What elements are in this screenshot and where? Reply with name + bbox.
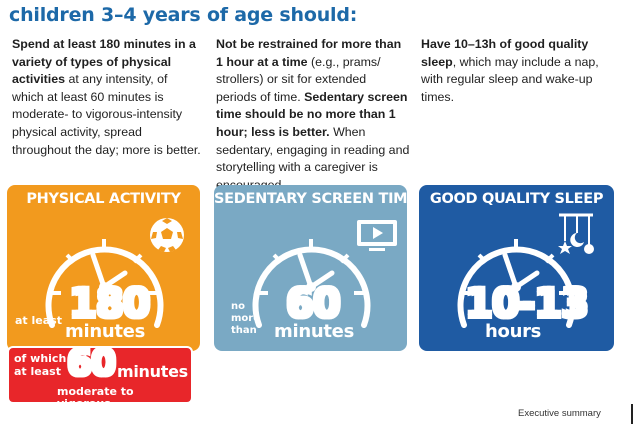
physical-activity-card: PHYSICAL ACTIVITY at least 180 minutes: [7, 185, 200, 351]
badge-caption: moderate to vigorous: [57, 385, 134, 410]
card-unit: minutes: [65, 321, 145, 342]
page-edge-rule: [631, 404, 633, 424]
badge-line2: at least: [14, 365, 61, 378]
guideline-text: at any intensity, of which at least 60 m…: [12, 72, 201, 157]
card-title: SEDENTARY SCREEN TIME: [214, 191, 407, 207]
guideline-bold: Have 10–13h of good quality sleep: [421, 37, 589, 69]
guideline-bold: Not be restrained for more than 1 hour a…: [216, 37, 402, 69]
badge-line1: of which: [14, 352, 67, 365]
guideline-sleep: Have 10–13h of good quality sleep, which…: [421, 36, 611, 106]
card-value: 60: [286, 281, 341, 327]
soccer-ball-icon: [150, 218, 184, 252]
guideline-text-2: When sedentary, engaging in reading and …: [216, 124, 410, 192]
badge-value: 60: [67, 343, 116, 384]
card-title: GOOD QUALITY SLEEP: [429, 191, 604, 207]
guideline-physical-activity: Spend at least 180 minutes in a variety …: [12, 36, 202, 159]
footer-label: Executive summary: [518, 408, 601, 419]
screen-time-card: SEDENTARY SCREEN TIME no more than 60 mi…: [214, 185, 407, 351]
card-prefix-2: more: [231, 313, 261, 324]
guideline-text: , which may include a nap, with regular …: [421, 54, 599, 104]
card-value: 10-13: [465, 281, 589, 327]
badge-unit: minutes: [117, 362, 188, 381]
section-heading: children 3–4 years of age should:: [9, 4, 358, 26]
tv-screen-icon: [357, 220, 397, 251]
moon-stars-mobile-icon: [558, 213, 594, 254]
card-prefix-1: no: [231, 301, 245, 312]
card-unit: minutes: [274, 321, 354, 342]
sleep-card: GOOD QUALITY SLEEP 10-13 hours: [419, 185, 614, 351]
guideline-bold-2: Sedentary screen time should be no more …: [216, 89, 408, 139]
guideline-bold: Spend at least 180 minutes in a variety …: [12, 37, 196, 87]
card-prefix: at least: [15, 314, 62, 327]
moderate-vigorous-badge: of which at least 60 minutes moderate to…: [7, 343, 193, 410]
card-prefix-3: than: [231, 325, 257, 336]
card-unit: hours: [485, 321, 542, 342]
guideline-text: (e.g., prams/ strollers) or sit for exte…: [216, 54, 381, 104]
card-value: 180: [69, 281, 150, 327]
clock-icon: [45, 239, 164, 328]
guideline-sedentary: Not be restrained for more than 1 hour a…: [216, 36, 410, 194]
clock-icon: [252, 239, 371, 328]
card-title: PHYSICAL ACTIVITY: [26, 191, 181, 207]
clock-icon: [457, 239, 576, 328]
